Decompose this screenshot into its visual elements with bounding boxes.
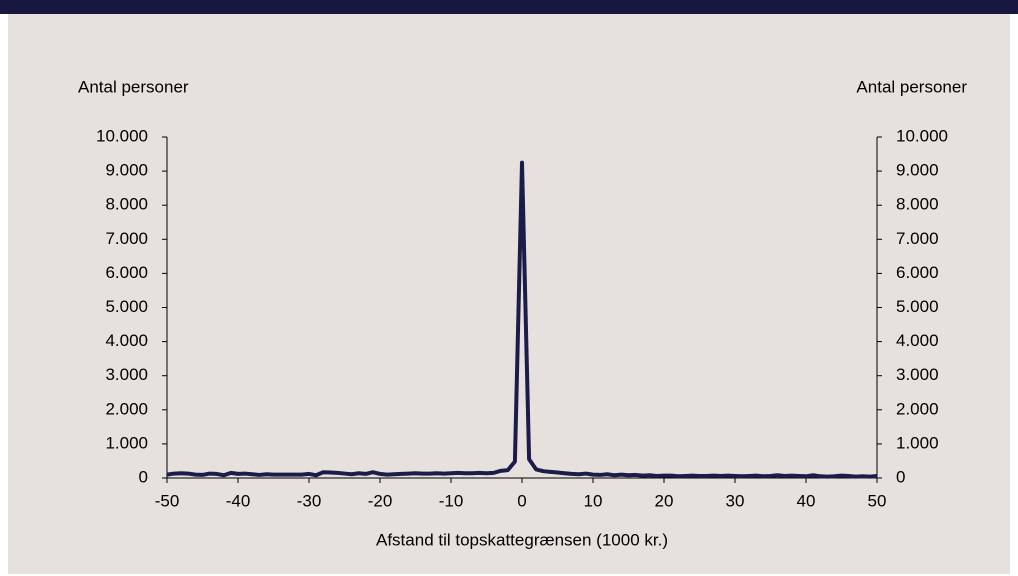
y-tick-label: 1.000 — [105, 433, 148, 452]
x-tick-label: 50 — [868, 491, 887, 510]
y2-tick-label: 10.000 — [896, 126, 948, 145]
x-tick-label: 40 — [797, 491, 816, 510]
y-tick-label: 2.000 — [105, 399, 148, 418]
x-tick-label: -20 — [368, 491, 393, 510]
header-band — [0, 0, 1018, 14]
y-tick-label: 10.000 — [96, 126, 148, 145]
y-tick-label: 4.000 — [105, 331, 148, 350]
y2-tick-label: 1.000 — [896, 433, 939, 452]
y2-tick-label: 9.000 — [896, 161, 939, 180]
y-tick-label: 7.000 — [105, 229, 148, 248]
chart-background — [8, 14, 1010, 574]
y2-tick-label: 3.000 — [896, 365, 939, 384]
x-tick-label: 0 — [517, 491, 526, 510]
x-tick-label: -10 — [439, 491, 464, 510]
y-axis-label: Antal personer — [78, 77, 189, 96]
y2-tick-label: 0 — [896, 467, 905, 486]
y2-tick-label: 4.000 — [896, 331, 939, 350]
y2-tick-label: 5.000 — [896, 297, 939, 316]
y-tick-label: 6.000 — [105, 263, 148, 282]
y2-tick-label: 7.000 — [896, 229, 939, 248]
x-tick-label: -50 — [155, 491, 180, 510]
y2-tick-label: 8.000 — [896, 195, 939, 214]
x-tick-label: 10 — [584, 491, 603, 510]
y-tick-label: 5.000 — [105, 297, 148, 316]
y-tick-label: 0 — [139, 467, 148, 486]
x-tick-label: -30 — [297, 491, 322, 510]
x-tick-label: 20 — [655, 491, 674, 510]
data-line — [166, 160, 878, 479]
x-axis-label: Afstand til topskattegrænsen (1000 kr.) — [376, 530, 668, 549]
y2-axis-label: Antal personer — [856, 77, 967, 96]
y-tick-label: 8.000 — [105, 195, 148, 214]
x-tick-label: -40 — [226, 491, 251, 510]
y2-tick-label: 2.000 — [896, 399, 939, 418]
x-tick-label: 30 — [726, 491, 745, 510]
y-tick-label: 3.000 — [105, 365, 148, 384]
y-tick-label: 9.000 — [105, 161, 148, 180]
y2-tick-label: 6.000 — [896, 263, 939, 282]
